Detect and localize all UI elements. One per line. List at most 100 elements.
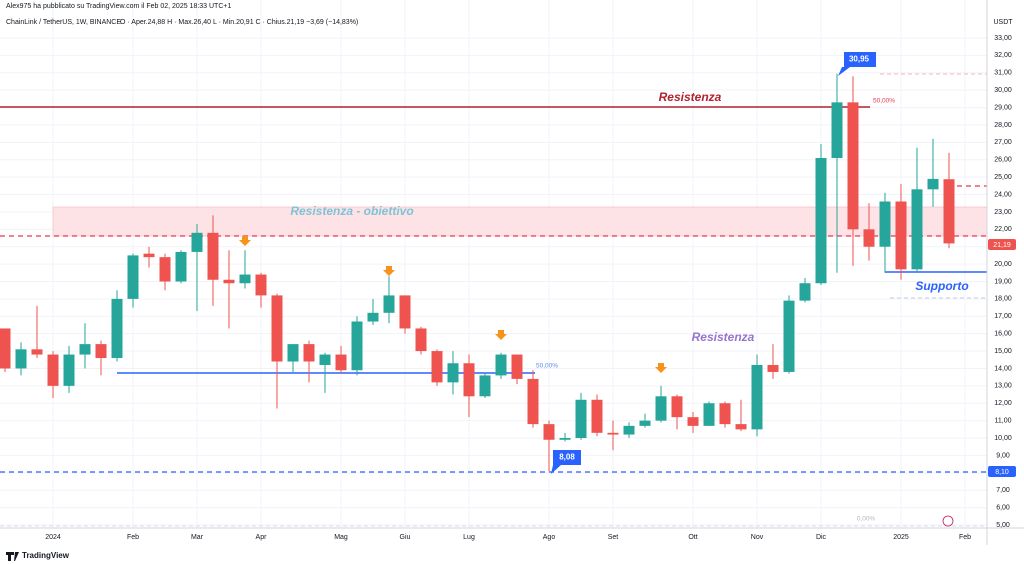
footer: TradingView <box>22 551 70 560</box>
x-tick-label: Apr <box>256 534 268 541</box>
candle-body <box>271 295 283 362</box>
candle-body <box>639 420 651 426</box>
candle-body <box>847 102 859 230</box>
y-tick-label: 9,00 <box>996 452 1010 459</box>
candle-body <box>575 399 587 439</box>
candle-body <box>239 274 251 284</box>
y-tick-label: 27,00 <box>994 139 1012 146</box>
callout-label: 8,08 <box>559 453 575 462</box>
x-tick-label: Nov <box>751 534 764 541</box>
y-tick-label: 31,00 <box>994 70 1012 77</box>
y-tick-label: 13,00 <box>994 383 1012 390</box>
annotation: Resistenza - obiettivo <box>290 204 413 218</box>
y-tick-label: 11,00 <box>995 417 1012 424</box>
callout-box <box>838 52 876 76</box>
y-tick-label: 32,00 <box>994 52 1012 59</box>
price-tag <box>988 466 1016 477</box>
y-tick-label: 28,00 <box>994 122 1012 129</box>
y-tick-label: 25,00 <box>994 174 1012 181</box>
y-tick-label: 23,00 <box>994 209 1012 216</box>
candle-body <box>815 158 827 284</box>
candle-body <box>527 378 539 425</box>
candle-body <box>687 417 699 426</box>
candle-body <box>15 349 27 369</box>
y-tick-label: 5,00 <box>996 522 1010 529</box>
candle-body <box>303 344 315 362</box>
candle-body <box>607 432 619 435</box>
candle-body <box>79 344 91 355</box>
annotation: Resistenza <box>659 90 722 104</box>
candle-body <box>863 229 875 247</box>
candles <box>0 73 955 472</box>
candle-body <box>191 232 203 252</box>
candle-body <box>831 102 843 159</box>
candle-body <box>143 253 155 258</box>
candle-body <box>463 363 475 397</box>
candle-body <box>255 274 267 296</box>
y-tick-label: 16,00 <box>994 331 1012 338</box>
candle-body <box>159 257 171 282</box>
y-tick-label: 7,00 <box>996 487 1010 494</box>
y-axis: 5,006,007,008,009,0010,0011,0012,0013,00… <box>994 35 1012 529</box>
candle-body <box>543 424 555 440</box>
callout-label: 30,95 <box>849 55 870 64</box>
x-tick-label: Ago <box>543 534 556 541</box>
candle-body <box>719 403 731 425</box>
y-tick-label: 15,00 <box>994 348 1012 355</box>
candle-body <box>767 364 779 372</box>
y-tick-label: 6,00 <box>996 504 1010 511</box>
candle-body <box>895 201 907 270</box>
candle-body <box>335 354 347 371</box>
publisher: Alex975 ha pubblicato su TradingView.com… <box>6 3 231 10</box>
x-tick-label: Mag <box>334 534 348 541</box>
y-tick-label: 33,00 <box>994 35 1012 42</box>
x-tick-label: Dic <box>816 534 827 541</box>
x-tick-label: Set <box>608 534 619 541</box>
candle-body <box>431 351 443 383</box>
candle-body <box>111 298 123 359</box>
candle-body <box>927 178 939 190</box>
x-tick-label: 2025 <box>893 534 909 541</box>
annotation: Resistenza <box>692 330 755 344</box>
candle-body <box>559 438 571 440</box>
candle-body <box>479 375 491 397</box>
x-tick-label: Lug <box>463 534 475 541</box>
candle-body <box>751 364 763 430</box>
arrow <box>655 363 667 373</box>
y-tick-label: 10,00 <box>994 435 1012 442</box>
candle-body <box>623 425 635 435</box>
candle-body <box>207 232 219 280</box>
x-tick-label: Mar <box>191 534 204 541</box>
y-tick-label: 12,00 <box>994 400 1012 407</box>
candle-body <box>783 300 795 372</box>
candle-body <box>591 399 603 433</box>
y-tick-label: 29,00 <box>994 104 1012 111</box>
fib-label: 50,00% <box>536 363 558 370</box>
candle-body <box>655 396 667 421</box>
candle-body <box>495 354 507 376</box>
y-axis-label: USDT <box>993 19 1013 26</box>
candle-body <box>879 201 891 247</box>
y-tick-label: 14,00 <box>994 365 1012 372</box>
candle-body <box>319 354 331 365</box>
price-tag <box>988 239 1016 250</box>
candle-body <box>735 424 747 430</box>
candle-body <box>511 354 523 379</box>
y-tick-label: 26,00 <box>994 157 1012 164</box>
price-tag-label: 21,19 <box>993 242 1011 249</box>
y-tick-label: 20,00 <box>994 261 1012 268</box>
logo <box>6 552 19 561</box>
candle-body <box>367 312 379 322</box>
y-tick-label: 30,00 <box>994 87 1012 94</box>
candle-body <box>0 328 11 369</box>
arrow <box>239 236 251 246</box>
chart-title: ChainLink / TetherUS, 1W, BINANCE <box>6 19 121 26</box>
candle-body <box>943 179 955 244</box>
candle-body <box>383 295 395 313</box>
candle-body <box>127 255 139 299</box>
candle-body <box>911 189 923 270</box>
y-tick-label: 19,00 <box>994 278 1012 285</box>
y-tick-label: 24,00 <box>994 191 1012 198</box>
fib-label: 50,00% <box>873 98 895 105</box>
